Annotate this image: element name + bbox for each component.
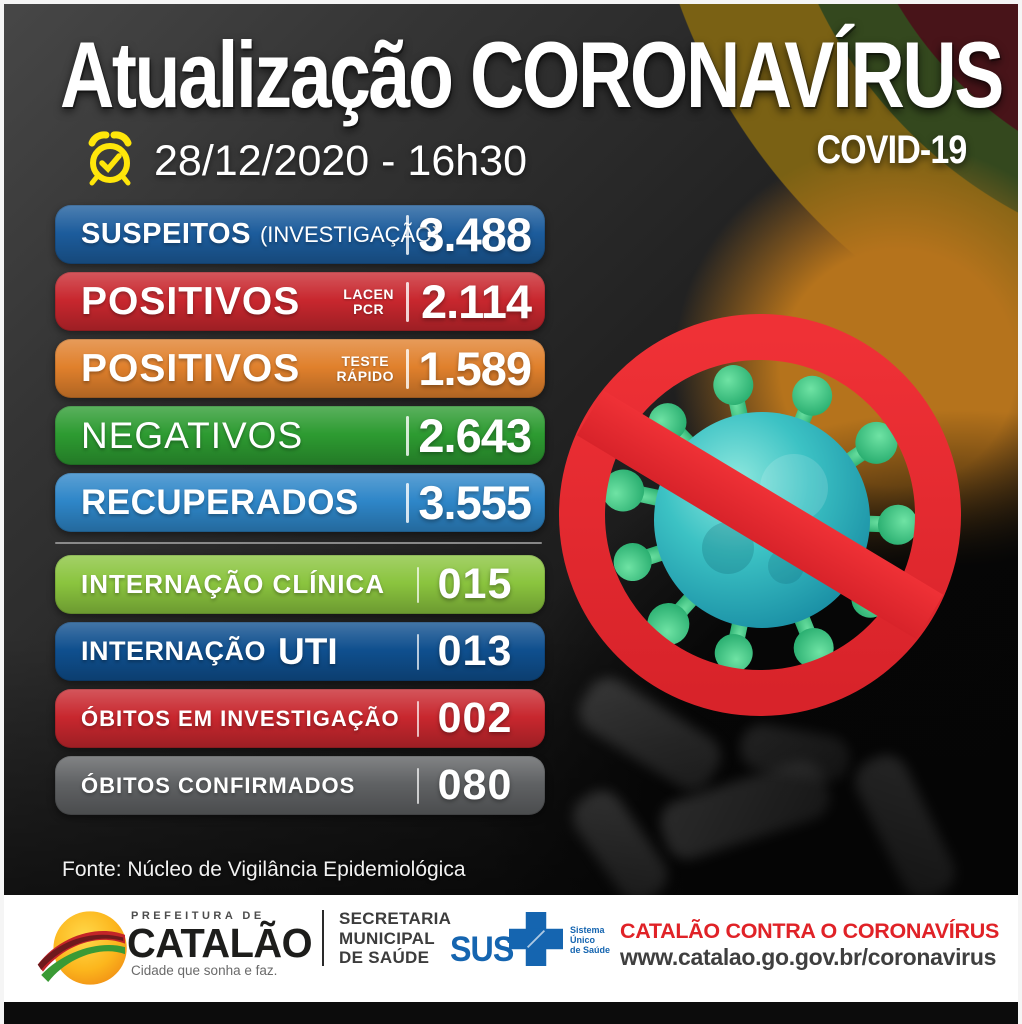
stat-label: NEGATIVOS bbox=[81, 414, 304, 456]
stat-value-obitos-em-investigacao: 002 bbox=[437, 694, 513, 742]
value-separator bbox=[406, 281, 409, 322]
stat-value-recuperados: 3.555 bbox=[418, 476, 532, 529]
value-separator bbox=[416, 633, 419, 670]
stat-label: ÓBITOS EM INVESTIGAÇÃO bbox=[81, 705, 400, 731]
stat-label: INTERNAÇÃO UTI bbox=[81, 630, 338, 672]
stat-value-negativos: 2.643 bbox=[418, 409, 532, 462]
value-separator bbox=[416, 566, 419, 603]
section-divider bbox=[55, 542, 542, 544]
campaign-slogan: CATALÃO CONTRA O CORONAVÍRUS bbox=[620, 919, 999, 943]
prohibition-icon bbox=[559, 314, 961, 716]
catalao-logo-icon bbox=[36, 905, 132, 996]
stat-label: RECUPERADOS bbox=[81, 482, 359, 522]
stat-bar-positivos-teste-rapido: POSITIVOS TESTE RÁPIDO 1.589 bbox=[55, 339, 545, 398]
city-name: CATALÃO bbox=[127, 920, 313, 966]
value-separator bbox=[406, 415, 409, 456]
prefeitura-label: PREFEITURA DE bbox=[131, 910, 265, 922]
footer-divider bbox=[322, 910, 324, 966]
datetime-row: 28/12/2020 - 16h30 bbox=[82, 130, 527, 193]
value-separator bbox=[416, 767, 419, 804]
stat-value-internacao-clinica: 015 bbox=[437, 560, 513, 608]
stat-bar-obitos-confirmados: ÓBITOS CONFIRMADOS 080 bbox=[55, 756, 545, 815]
page-title: Atualização CORONAVÍRUS bbox=[60, 22, 1004, 127]
datetime-text: 28/12/2020 - 16h30 bbox=[154, 137, 527, 185]
website-url[interactable]: www.catalao.go.gov.br/coronavirus bbox=[620, 944, 997, 970]
stat-bar-internacao-uti: INTERNAÇÃO UTI 013 bbox=[55, 622, 545, 681]
value-separator bbox=[416, 700, 419, 737]
value-separator bbox=[406, 482, 409, 523]
stat-value-obitos-confirmados: 080 bbox=[437, 761, 513, 809]
stat-label: ÓBITOS CONFIRMADOS bbox=[81, 772, 356, 798]
stat-label: SUSPEITOS (INVESTIGAÇÃO) bbox=[81, 218, 440, 250]
stat-label: POSITIVOS LACEN PCR bbox=[81, 279, 394, 323]
footer-black-strip bbox=[0, 1002, 1022, 1024]
secretaria-label: SECRETARIA MUNICIPAL DE SAÚDE bbox=[339, 909, 452, 967]
stat-label: POSITIVOS TESTE RÁPIDO bbox=[81, 346, 394, 390]
stat-bar-negativos: NEGATIVOS 2.643 bbox=[55, 406, 545, 465]
value-separator bbox=[406, 348, 409, 389]
alarm-clock-icon bbox=[82, 130, 138, 193]
stat-value-positivos-teste-rapido: 1.589 bbox=[418, 342, 532, 395]
stat-value-internacao-uti: 013 bbox=[437, 627, 513, 675]
sus-cross-icon bbox=[509, 912, 563, 971]
stat-label: INTERNAÇÃO CLÍNICA bbox=[81, 569, 385, 599]
covid-label: COVID-19 bbox=[815, 128, 967, 172]
footer: PREFEITURA DE CATALÃO Cidade que sonha e… bbox=[0, 895, 1022, 1002]
stat-bar-recuperados: RECUPERADOS 3.555 bbox=[55, 473, 545, 532]
value-separator bbox=[406, 214, 409, 255]
stat-value-positivos-lacen-pcr: 2.114 bbox=[420, 275, 532, 328]
stat-value-suspeitos: 3.488 bbox=[418, 208, 532, 261]
sus-caption: Sistema Único de Saúde bbox=[570, 925, 611, 955]
stat-bar-suspeitos: SUSPEITOS (INVESTIGAÇÃO) 3.488 bbox=[55, 205, 545, 264]
city-tagline: Cidade que sonha e faz. bbox=[131, 963, 278, 978]
stat-bar-obitos-em-investigacao: ÓBITOS EM INVESTIGAÇÃO 002 bbox=[55, 689, 545, 748]
stat-bar-positivos-lacen-pcr: POSITIVOS LACEN PCR 2.114 bbox=[55, 272, 545, 331]
no-coronavirus-sign bbox=[548, 298, 972, 737]
source-text: Fonte: Núcleo de Vigilância Epidemiológi… bbox=[62, 858, 466, 881]
sus-label: SUS bbox=[450, 930, 514, 969]
stat-bar-internacao-clinica: INTERNAÇÃO CLÍNICA 015 bbox=[55, 555, 545, 614]
stats-list: SUSPEITOS (INVESTIGAÇÃO) 3.488 POSITIVOS LAC… bbox=[55, 205, 545, 823]
